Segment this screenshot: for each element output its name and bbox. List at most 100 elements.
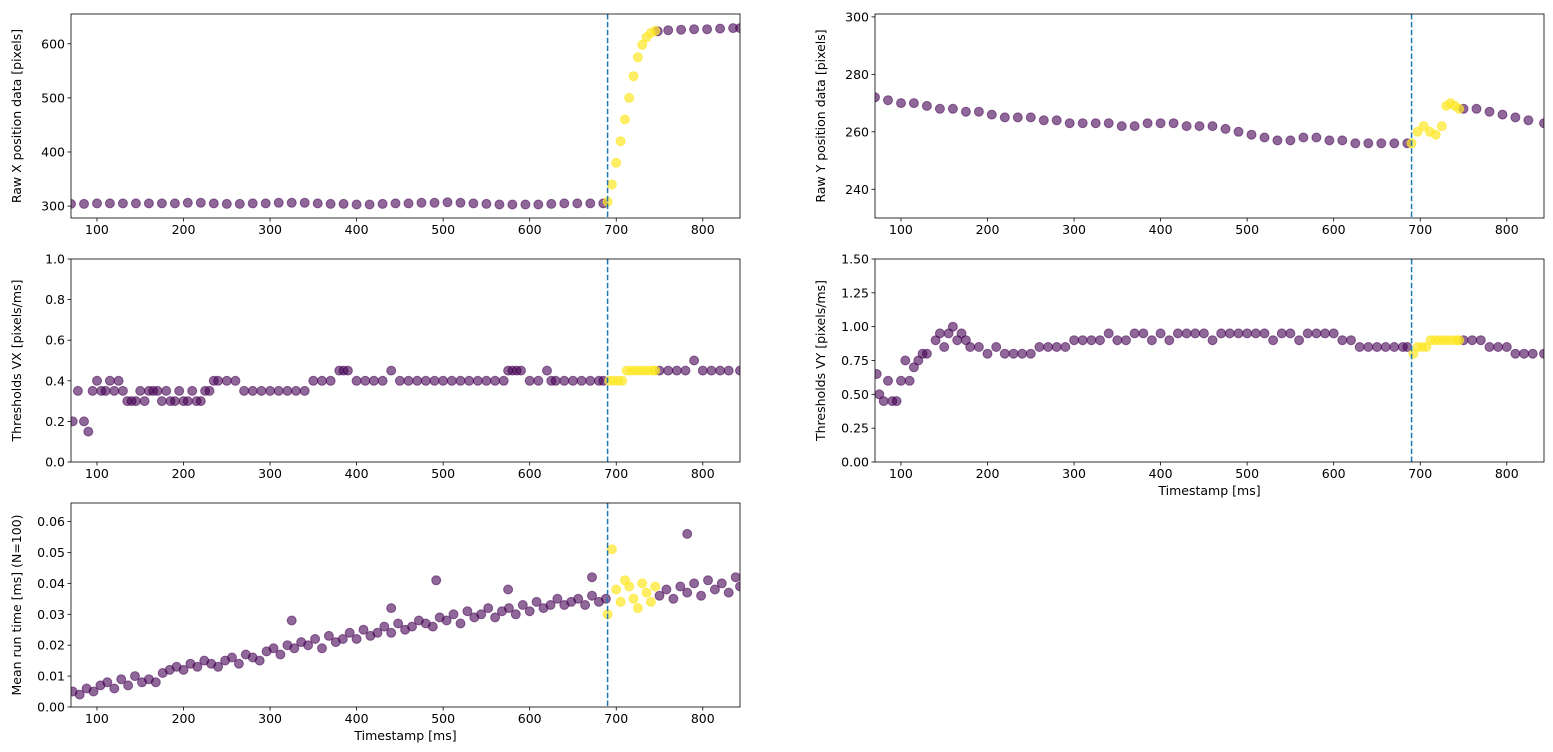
saccade-point bbox=[611, 157, 622, 168]
fixation-point bbox=[676, 24, 687, 35]
fixation-point bbox=[317, 375, 327, 386]
fixation-point bbox=[412, 375, 423, 386]
x-tick-label: 300 bbox=[1062, 466, 1086, 481]
fixation-point bbox=[1103, 118, 1114, 129]
fixation-point bbox=[1372, 342, 1382, 352]
fixation-point bbox=[438, 375, 449, 386]
saccade-point bbox=[615, 136, 626, 147]
fixation-point bbox=[195, 396, 206, 407]
fixation-point bbox=[947, 103, 958, 114]
fixation-point bbox=[510, 609, 521, 620]
x-tick-label: 100 bbox=[889, 466, 913, 481]
saccade-point bbox=[615, 596, 626, 607]
fixation-point bbox=[1337, 135, 1348, 146]
x-tick-label: 400 bbox=[1149, 222, 1173, 237]
fixation-point bbox=[187, 385, 198, 396]
axes-frame bbox=[874, 258, 1545, 463]
fixation-point bbox=[947, 321, 958, 332]
fixation-point bbox=[1060, 342, 1071, 352]
fixation-point bbox=[71, 198, 76, 209]
fixation-point bbox=[282, 385, 293, 396]
fixation-point bbox=[1034, 342, 1045, 352]
fixation-point bbox=[351, 634, 362, 644]
x-tick-label: 300 bbox=[1062, 222, 1086, 237]
fixation-point bbox=[1077, 118, 1088, 129]
fixation-point bbox=[1302, 328, 1313, 339]
fixation-point bbox=[735, 581, 740, 592]
fixation-point bbox=[545, 600, 556, 610]
fixation-point bbox=[896, 98, 906, 109]
x-tick-label: 600 bbox=[1322, 222, 1346, 237]
fixation-point bbox=[92, 375, 102, 386]
y-axis-label: Mean run time [ms] (N=100) bbox=[9, 514, 24, 695]
fixation-point bbox=[1216, 328, 1227, 339]
fixation-point bbox=[468, 198, 479, 209]
fixation-point bbox=[702, 24, 713, 35]
fixation-point bbox=[88, 686, 99, 697]
fixation-point bbox=[716, 578, 727, 589]
fixation-point bbox=[904, 375, 915, 386]
fixation-point bbox=[325, 198, 336, 209]
fixation-point bbox=[520, 199, 531, 210]
fixation-point bbox=[1510, 112, 1521, 123]
fixation-point bbox=[221, 198, 232, 209]
fixation-point bbox=[1389, 342, 1400, 352]
fixation-point bbox=[247, 198, 258, 209]
x-tick-label: 300 bbox=[258, 222, 282, 237]
y-tick-label: 0.50 bbox=[841, 387, 869, 402]
fixation-point bbox=[1164, 335, 1175, 346]
y-tick-label: 0.0 bbox=[45, 455, 65, 470]
fixation-point bbox=[973, 106, 984, 117]
x-tick-label: 700 bbox=[604, 466, 628, 481]
fixation-point bbox=[377, 375, 388, 386]
fixation-point bbox=[1250, 328, 1261, 339]
fixation-point bbox=[723, 365, 734, 376]
fixation-point bbox=[999, 348, 1010, 359]
fixation-point bbox=[213, 375, 224, 386]
fixation-point bbox=[481, 375, 492, 386]
fixation-point bbox=[117, 198, 128, 209]
x-tick-label: 700 bbox=[604, 711, 628, 726]
x-tick-label: 600 bbox=[518, 222, 542, 237]
fixation-point bbox=[524, 375, 535, 386]
fixation-point bbox=[1501, 342, 1512, 352]
fixation-point bbox=[1389, 138, 1400, 149]
x-tick-label: 200 bbox=[976, 466, 1000, 481]
fixation-point bbox=[286, 615, 297, 626]
fixation-point bbox=[1025, 112, 1036, 123]
y-tick-label: 0.25 bbox=[841, 421, 869, 436]
x-tick-label: 300 bbox=[258, 466, 282, 481]
y-tick-label: 0.75 bbox=[841, 353, 869, 368]
fixation-point bbox=[308, 375, 319, 386]
fixation-point bbox=[204, 385, 215, 396]
y-axis-label: Thresholds VX [pixels/ms] bbox=[9, 280, 24, 443]
fixation-point bbox=[715, 23, 726, 34]
axes-frame bbox=[70, 258, 741, 463]
fixation-point bbox=[696, 590, 707, 601]
fixation-point bbox=[709, 584, 720, 595]
fixation-point bbox=[668, 593, 679, 604]
fixation-point bbox=[239, 385, 250, 396]
saccade-point bbox=[611, 584, 622, 595]
fixation-point bbox=[1380, 342, 1391, 352]
fixation-point bbox=[490, 612, 501, 623]
fixation-point bbox=[883, 95, 893, 106]
fixation-point bbox=[542, 365, 552, 376]
fixation-point bbox=[715, 365, 726, 376]
fixation-point bbox=[386, 603, 397, 614]
panel-raw-x: 100 200 300 400 500 600 700 800 300 400 500 600 Raw … bbox=[9, 13, 741, 237]
y-tick-label: 280 bbox=[845, 67, 869, 82]
fixation-point bbox=[351, 199, 362, 210]
fixation-point bbox=[552, 593, 563, 604]
fixation-point bbox=[1510, 348, 1521, 359]
x-tick-label: 800 bbox=[691, 711, 715, 726]
y-tick-label: 300 bbox=[41, 199, 65, 214]
y-tick-label: 500 bbox=[41, 90, 65, 105]
fixation-point bbox=[1121, 335, 1131, 346]
y-tick-label: 300 bbox=[845, 9, 869, 24]
fixation-point bbox=[169, 396, 180, 407]
y-tick-label: 240 bbox=[845, 182, 869, 197]
fixation-point bbox=[256, 385, 267, 396]
fixation-point bbox=[143, 198, 154, 209]
fixation-point bbox=[109, 683, 120, 694]
